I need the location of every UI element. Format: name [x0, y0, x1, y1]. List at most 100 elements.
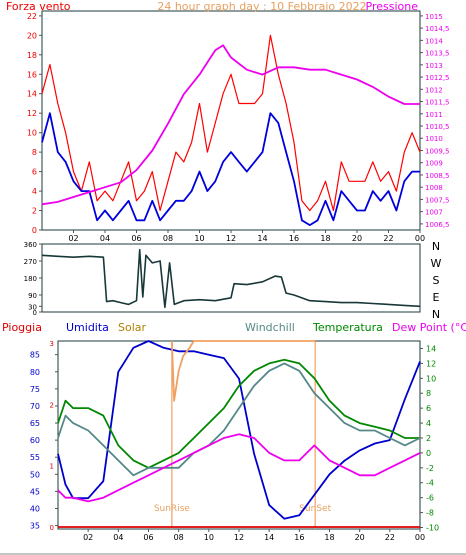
p3-right-tick-label: -6	[426, 494, 434, 503]
p1-x-tick-label: 22	[383, 234, 393, 243]
right-axis-label: Pressione	[366, 0, 419, 13]
p2-direction-label: W	[431, 257, 442, 270]
p3-right-tick-label: -10	[426, 524, 439, 533]
p1-x-tick-label: 16	[289, 234, 299, 243]
p3-x-tick-label: 02	[83, 533, 93, 542]
p3-x-tick-label: 06	[143, 533, 153, 542]
p3-series-temperatura	[57, 358, 420, 469]
p3-x-tick-label: 14	[264, 533, 274, 542]
p3-right-tick-label: 14	[426, 344, 436, 353]
p3-right-tick-label: -4	[426, 479, 434, 488]
p3-right-tick-label: 8	[426, 389, 431, 398]
p3-left-tick-label: 70	[30, 402, 40, 411]
p1-right-tick-label: 1013,5	[425, 50, 450, 58]
p1-right-tick-label: 1015	[425, 13, 443, 21]
p3-series-solar	[171, 340, 316, 402]
p1-x-tick-label: 14	[257, 234, 267, 243]
p3-x-tick-label: 10	[204, 533, 214, 542]
p1-left-tick-label: 10	[27, 129, 37, 138]
p3-series-umidita	[57, 340, 421, 520]
p1-x-tick-label: 18	[320, 234, 330, 243]
p1-x-tick-label: 04	[100, 234, 110, 243]
chart-title: 24 hour graph day : 10 Febbraio 2022	[157, 0, 366, 13]
p1-x-tick-label: 06	[131, 234, 141, 243]
p1-x-tick-label: 02	[68, 234, 78, 243]
p3-right-tick-label: 10	[426, 374, 436, 383]
plot2-frame	[41, 243, 421, 313]
p3-right-tick-label: -8	[426, 509, 434, 518]
p3-left-tick-label: 45	[30, 487, 40, 496]
p1-x-tick-label: 08	[163, 234, 173, 243]
p1-left-tick-label: 16	[27, 70, 37, 79]
p1-series-velocit-media	[41, 112, 420, 227]
p2-tick-label: 180	[24, 275, 37, 283]
sunset-label: SunSet	[299, 504, 331, 514]
p1-right-tick-label: 1009,5	[425, 147, 450, 155]
p1-x-tick-label: 10	[194, 234, 204, 243]
sunrise-label: SunRise	[154, 504, 191, 514]
p2-tick-label: 30	[28, 303, 37, 311]
p3-rain-tick-label: 3	[50, 340, 54, 348]
p1-right-tick-label: 1007	[425, 209, 443, 217]
p3-series-windchill	[57, 362, 421, 477]
p2-direction-label: N	[432, 308, 440, 321]
p3-right-tick-label: -2	[426, 464, 434, 473]
p3-rain-tick-label: 1	[50, 463, 54, 471]
p2-series-direction	[41, 248, 421, 309]
p3-rain-tick-label: 2	[50, 401, 54, 409]
p1-x-tick-label: 00	[415, 234, 425, 243]
p1-left-tick-label: 22	[27, 12, 37, 21]
p3-right-tick-label: 6	[426, 404, 431, 413]
p2-tick-label: 360	[24, 241, 37, 249]
p1-left-tick-label: 6	[32, 168, 37, 177]
p2-direction-label: S	[433, 274, 440, 287]
p1-right-tick-label: 1010,5	[425, 123, 450, 131]
p1-right-tick-label: 1011	[425, 111, 443, 119]
p2-direction-label: N	[432, 240, 440, 253]
plot1-frame	[41, 10, 421, 231]
p3-left-tick-label: 75	[30, 385, 40, 394]
p3-left-tick-label: 65	[30, 419, 40, 428]
p1-left-tick-label: 8	[32, 148, 37, 157]
p3-rain-tick-label: 0	[50, 524, 54, 532]
p3-left-tick-label: 35	[30, 522, 40, 531]
p3-right-tick-label: 4	[426, 419, 431, 428]
p2-tick-label: 270	[24, 258, 37, 266]
p1-right-tick-label: 1014	[425, 37, 443, 45]
legend-pioggia: Pioggia	[2, 321, 42, 334]
p1-x-tick-label: 20	[352, 234, 362, 243]
p3-left-tick-label: 40	[30, 504, 40, 513]
p2-tick-label: 0	[33, 309, 37, 317]
p2-direction-label: E	[433, 291, 440, 304]
p1-left-tick-label: 2	[32, 207, 37, 216]
legend-dew-point: Dew Point (°C)	[392, 321, 466, 334]
p3-left-tick-label: 85	[30, 351, 40, 360]
p1-left-tick-label: 14	[27, 90, 37, 99]
p1-left-tick-label: 18	[27, 51, 37, 60]
p3-x-tick-label: 08	[174, 533, 184, 542]
p3-x-tick-label: 00	[415, 533, 425, 542]
p1-right-tick-label: 1012	[425, 86, 443, 94]
p3-x-tick-label: 18	[324, 533, 334, 542]
p1-right-tick-label: 1007,5	[425, 196, 450, 204]
p1-series-pressione	[41, 44, 420, 206]
p1-left-tick-label: 20	[27, 31, 37, 40]
p1-right-tick-label: 1006,5	[425, 221, 450, 229]
legend-umidita: Umidita	[66, 321, 109, 334]
p3-left-tick-label: 50	[30, 470, 40, 479]
p1-left-tick-label: 0	[32, 226, 37, 235]
p3-x-tick-label: 04	[113, 533, 123, 542]
p3-right-tick-label: 2	[426, 434, 431, 443]
p3-x-tick-label: 16	[294, 533, 304, 542]
p3-x-tick-label: 12	[234, 533, 244, 542]
p1-left-tick-label: 12	[27, 109, 37, 118]
p3-left-tick-label: 80	[30, 368, 40, 377]
p3-right-tick-label: 12	[426, 359, 436, 368]
p1-right-tick-label: 1014,5	[425, 25, 450, 33]
p3-x-tick-label: 20	[355, 533, 365, 542]
left-axis-label: Forza vento	[6, 0, 71, 13]
p3-x-tick-label: 22	[385, 533, 395, 542]
legend-solar: Solar	[118, 321, 147, 334]
p1-x-tick-label: 12	[226, 234, 236, 243]
